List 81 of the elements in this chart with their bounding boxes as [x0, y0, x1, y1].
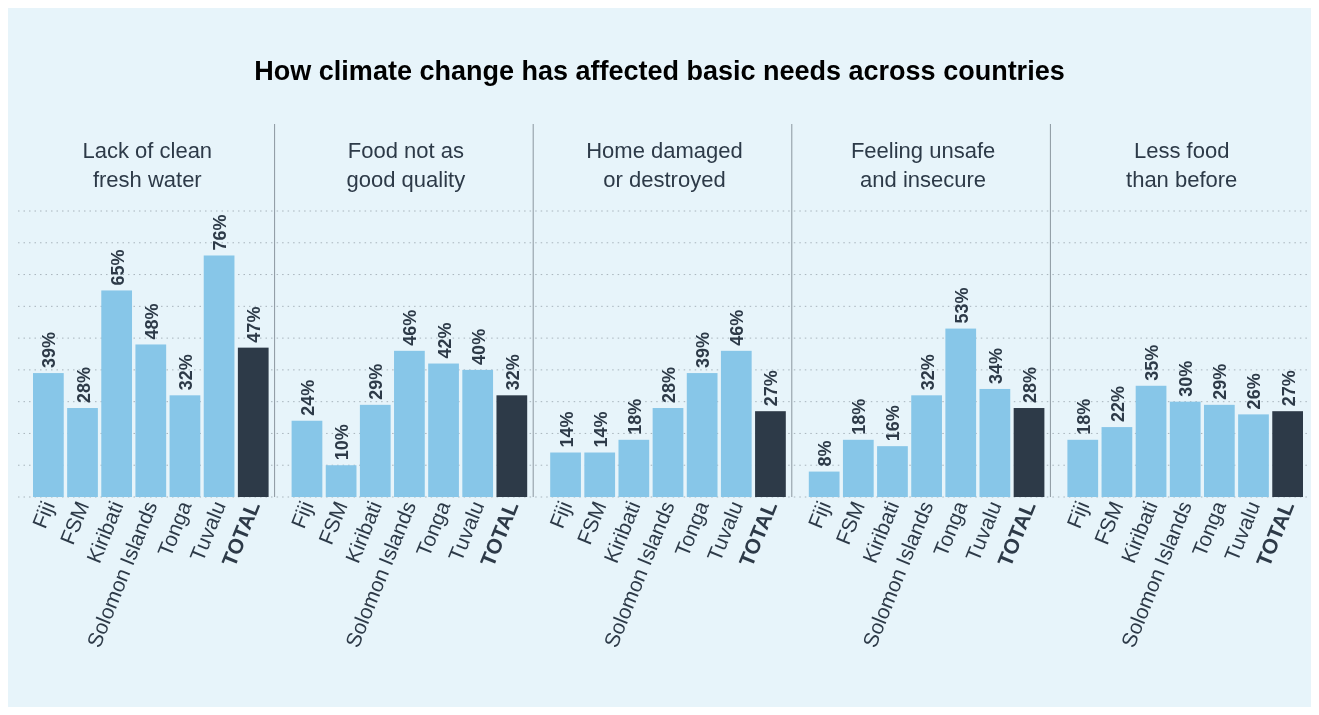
data-label: 34% [985, 347, 1006, 384]
data-label: 26% [1244, 373, 1265, 410]
bar [652, 408, 684, 497]
bar [428, 363, 459, 497]
bar [584, 452, 616, 497]
chart-title: How climate change has affected basic needs across countries [254, 56, 1065, 86]
data-label: 8% [815, 440, 836, 467]
data-label: 32% [175, 354, 196, 391]
data-label: 53% [951, 287, 972, 324]
bar [237, 347, 269, 497]
data-label: 48% [141, 303, 162, 340]
data-label: 29% [366, 363, 387, 400]
bar [496, 395, 528, 497]
data-label: 30% [1176, 360, 1197, 397]
chart-subtitle: Food not as good quality [346, 138, 466, 192]
bar [1101, 427, 1133, 497]
data-label: 28% [659, 366, 679, 404]
data-label: 16% [883, 405, 904, 442]
chart-subtitle: Lack of clean fresh water [82, 138, 213, 192]
data-label: 32% [917, 354, 938, 391]
data-label: 18% [624, 398, 645, 435]
data-label: 18% [1073, 398, 1094, 435]
bar [1067, 439, 1099, 497]
x-tick-label: Fiji [803, 497, 835, 532]
bar [394, 350, 425, 497]
data-label: 27% [1278, 370, 1299, 407]
bar [33, 373, 64, 497]
data-label: 18% [849, 398, 870, 435]
bar [911, 395, 942, 497]
bar [755, 411, 786, 497]
data-label: 22% [1107, 386, 1128, 423]
bar [101, 290, 133, 497]
x-tick-label: Fiji [286, 497, 318, 532]
chart-subtitle: Feeling unsafe and insecure [850, 138, 996, 192]
data-label: 35% [1142, 344, 1163, 381]
x-tick-label: Fiji [544, 497, 577, 532]
bar [1238, 414, 1269, 497]
x-tick-label: Fiji [27, 497, 60, 532]
bar [550, 452, 581, 497]
data-label: 47% [244, 306, 265, 343]
bar [877, 446, 908, 497]
bar [618, 439, 650, 497]
bar [135, 344, 167, 497]
bar [325, 465, 357, 497]
bar [1135, 385, 1167, 497]
data-label: 14% [590, 411, 611, 448]
bar [720, 350, 752, 497]
data-label: 24% [297, 379, 318, 416]
bar [1203, 404, 1235, 497]
data-label: 10% [332, 424, 353, 461]
data-label: 29% [1210, 363, 1231, 400]
bar [67, 408, 98, 497]
bar [169, 395, 201, 497]
data-label: 39% [39, 332, 60, 369]
bar [291, 420, 323, 497]
x-tick-label: Fiji [1062, 497, 1094, 532]
bar [1272, 411, 1303, 497]
data-label: 39% [693, 332, 714, 369]
bar [945, 328, 977, 497]
bar [462, 369, 494, 497]
bar [686, 373, 718, 497]
data-label: 42% [434, 322, 455, 359]
data-label: 65% [107, 249, 128, 286]
data-label: 14% [556, 411, 577, 448]
bar [842, 439, 874, 497]
bar [808, 471, 840, 497]
data-label: 76% [210, 214, 231, 251]
chart-subtitle: Home damaged or destroyed [586, 138, 743, 192]
data-label: 28% [73, 366, 94, 404]
bar [979, 388, 1011, 497]
data-label: 27% [761, 370, 782, 407]
data-label: 28% [1020, 366, 1041, 404]
data-label: 46% [400, 309, 421, 346]
data-label: 40% [468, 328, 489, 365]
bar [359, 404, 391, 497]
data-label: 32% [502, 354, 523, 391]
bar [203, 255, 235, 497]
bar [1169, 401, 1201, 497]
bar [1013, 408, 1045, 497]
data-label: 46% [727, 309, 748, 346]
chart-subtitle: Less food than before [1126, 138, 1238, 192]
